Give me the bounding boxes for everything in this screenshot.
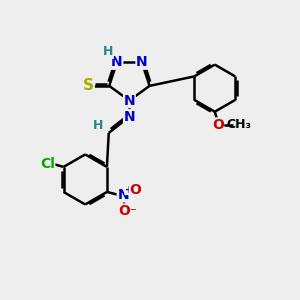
Text: O: O [130,183,141,196]
Text: O: O [118,204,130,218]
Text: CH₃: CH₃ [226,118,251,131]
Text: H: H [103,45,113,58]
Text: S: S [83,78,94,93]
Text: N: N [124,110,135,124]
Text: N: N [111,55,123,69]
Text: N: N [124,94,135,107]
Text: +: + [125,184,133,195]
Text: N: N [117,188,129,202]
Text: ⁻: ⁻ [130,206,136,219]
Text: H: H [93,119,104,132]
Text: Cl: Cl [40,157,55,171]
Text: O: O [212,118,224,132]
Text: N: N [136,55,148,69]
